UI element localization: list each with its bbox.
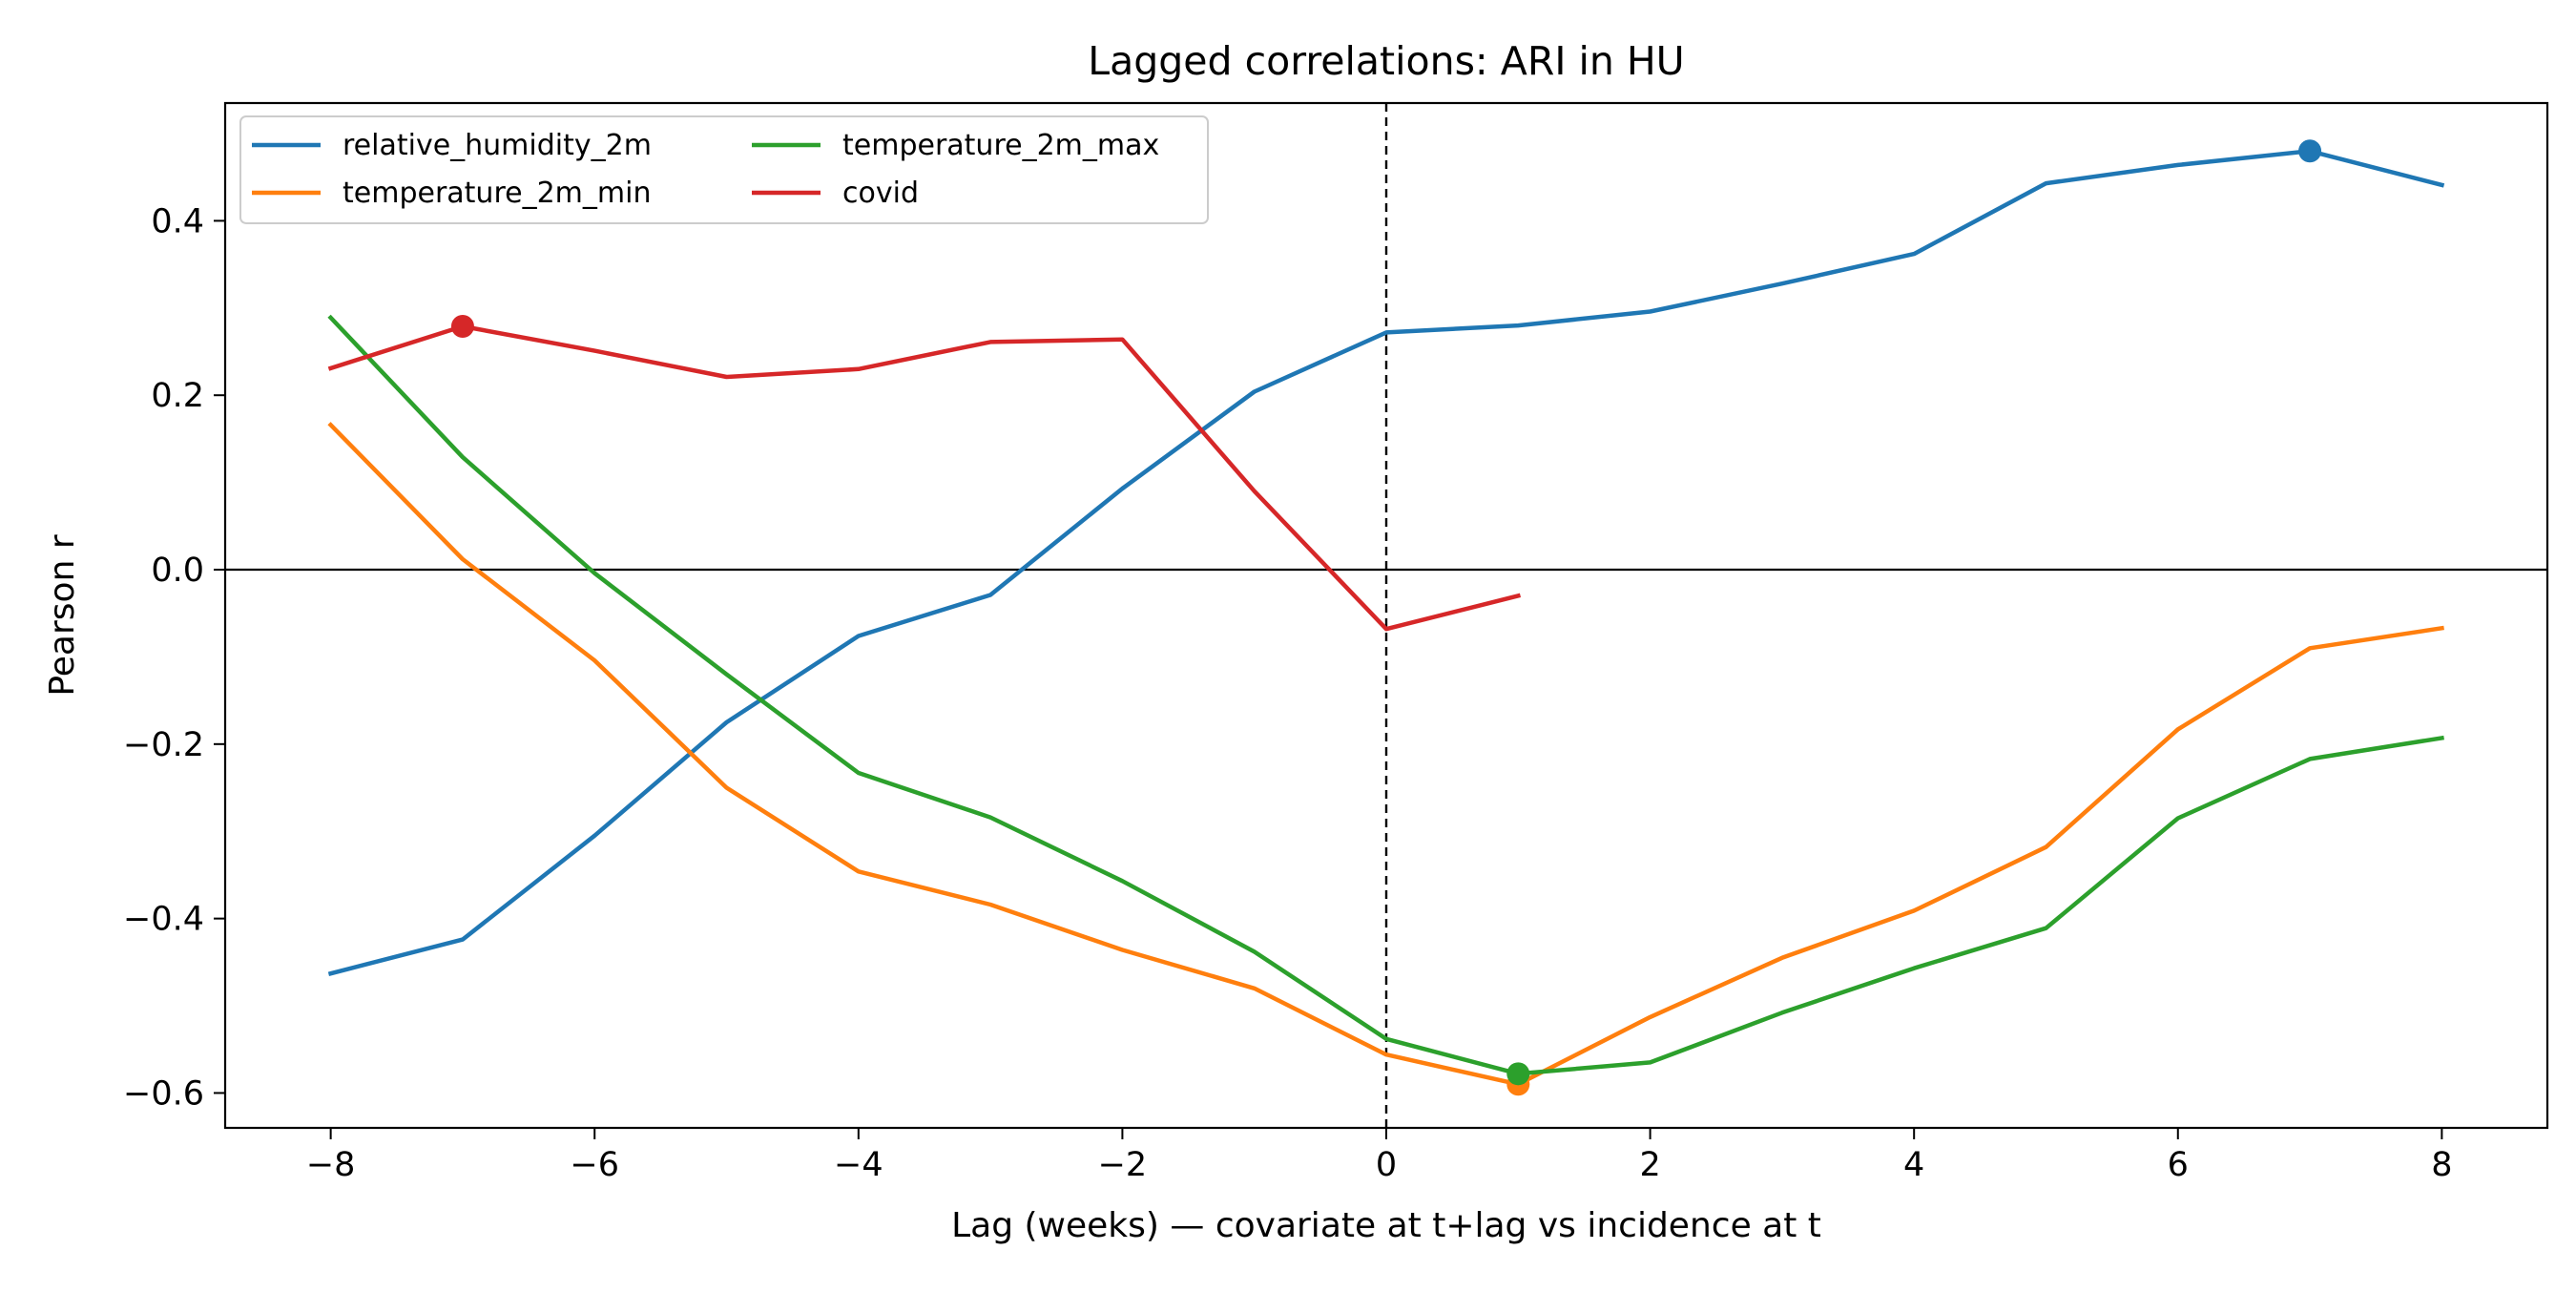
x-axis-ticks: −8 −6 −4 −2 0 2 4 6 8 — [306, 1128, 2453, 1184]
series-line-temperature_2m_max — [327, 314, 2444, 1076]
y-tick-label: 0.2 — [151, 377, 204, 415]
chart-title: Lagged correlations: ARI in HU — [1088, 38, 1684, 84]
reference-lines — [225, 103, 2547, 1128]
legend-box — [239, 115, 1209, 224]
x-tick-label: −4 — [834, 1146, 883, 1184]
y-tick-label: 0.4 — [151, 202, 204, 240]
legend: relative_humidity_2m temperature_2m_min te… — [239, 115, 1209, 224]
plot-frame — [223, 101, 2549, 1130]
y-tick-label: −0.4 — [123, 901, 204, 939]
peak-marker-temperature_2m_max — [1506, 1062, 1530, 1086]
x-tick-label: 4 — [1903, 1146, 1924, 1184]
series-line-covid — [327, 323, 1522, 632]
y-tick-label: −0.2 — [123, 726, 204, 764]
x-axis-label: Lag (weeks) — covariate at t+lag vs inci… — [951, 1206, 1821, 1245]
legend-label-temperature_2m_max: temperature_2m_max — [842, 129, 1159, 162]
legend-label-temperature_2m_min: temperature_2m_min — [343, 177, 651, 210]
x-tick-label: 8 — [2431, 1146, 2452, 1184]
y-axis-label: Pearson r — [43, 534, 82, 696]
legend-label-covid: covid — [842, 177, 919, 210]
y-tick-label: 0.0 — [151, 552, 204, 590]
series-lines — [327, 149, 2445, 1087]
x-tick-label: −8 — [306, 1146, 356, 1184]
y-tick-label: −0.6 — [123, 1074, 204, 1113]
x-tick-label: −2 — [1098, 1146, 1148, 1184]
x-tick-label: 2 — [1639, 1146, 1660, 1184]
x-tick-label: −6 — [570, 1146, 619, 1184]
peak-marker-covid — [450, 314, 474, 338]
series-line-temperature_2m_min — [327, 422, 2444, 1087]
series-line-relative_humidity_2m — [327, 149, 2445, 976]
legend-label-relative_humidity_2m: relative_humidity_2m — [343, 129, 652, 162]
x-tick-label: 0 — [1376, 1146, 1397, 1184]
y-axis-ticks: −0.6 −0.4 −0.2 0.0 0.2 0.4 — [123, 202, 225, 1113]
x-tick-label: 6 — [2168, 1146, 2189, 1184]
peak-marker-relative_humidity_2m — [2298, 139, 2322, 163]
peak-markers — [450, 139, 2322, 1096]
